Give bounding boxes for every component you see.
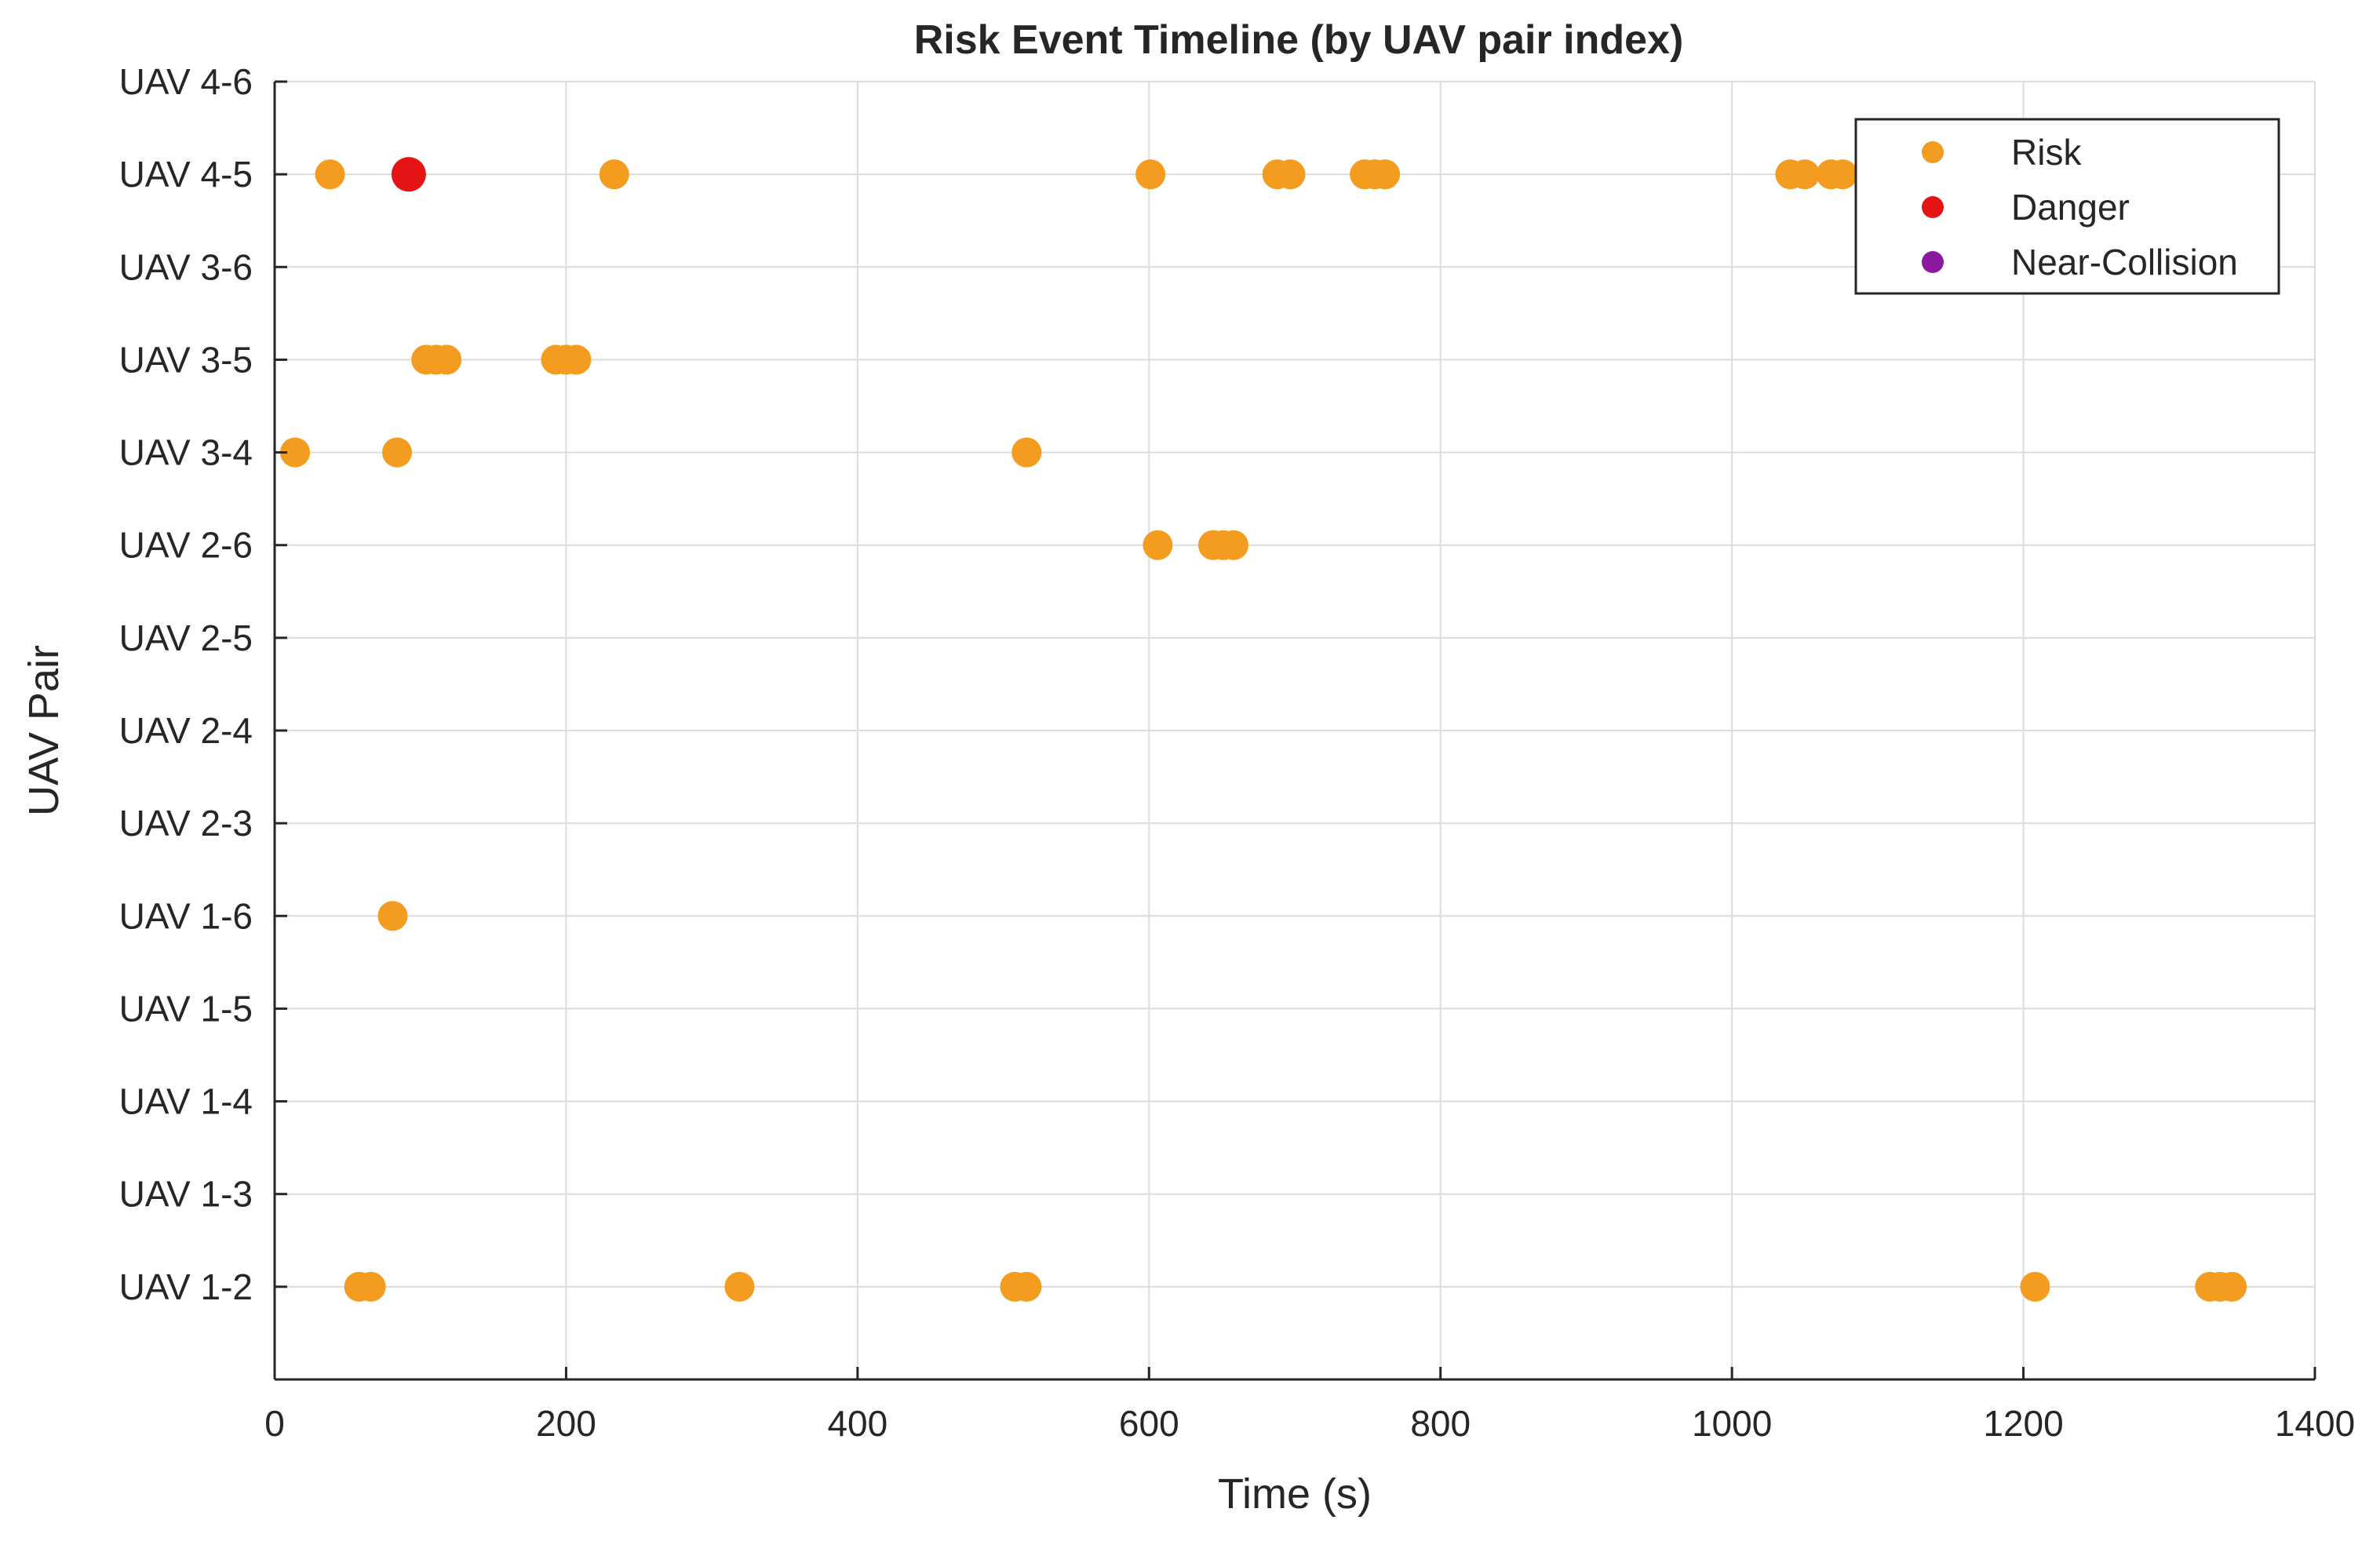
- marker-risk: [377, 901, 408, 931]
- marker-risk: [1370, 159, 1401, 190]
- marker-risk: [382, 437, 412, 468]
- marker-risk: [724, 1271, 755, 1302]
- marker-risk: [280, 437, 310, 468]
- y-tick-label: UAV 1-3: [119, 1174, 253, 1215]
- y-tick-label: UAV 3-5: [119, 339, 253, 380]
- y-tick-label: UAV 4-6: [119, 61, 253, 102]
- x-tick-label: 1400: [2275, 1403, 2355, 1444]
- legend-label: Near-Collision: [2011, 242, 2238, 282]
- marker-risk: [1011, 437, 1042, 468]
- data-markers: [280, 157, 2247, 1302]
- marker-risk: [1219, 530, 1248, 560]
- x-tick-label: 800: [1410, 1403, 1471, 1444]
- legend: Risk Danger Near-Collision: [1854, 118, 2280, 295]
- marker-danger: [391, 157, 426, 192]
- marker-risk: [1135, 159, 1166, 190]
- marker-risk: [1828, 159, 1858, 190]
- y-tick-label: UAV 2-3: [119, 803, 253, 844]
- x-tick-label: 600: [1119, 1403, 1179, 1444]
- y-tick-label: UAV 1-5: [119, 988, 253, 1029]
- marker-risk: [599, 159, 629, 190]
- y-tick-label: UAV 3-6: [119, 246, 253, 287]
- chart-title: Risk Event Timeline (by UAV pair index): [914, 17, 1684, 63]
- x-tick-label: 1200: [1983, 1403, 2063, 1444]
- marker-risk: [355, 1271, 386, 1302]
- x-tick-label: 0: [264, 1403, 285, 1444]
- marker-risk: [1011, 1271, 1042, 1302]
- y-tick-label: UAV 1-4: [119, 1081, 253, 1122]
- axes: [273, 80, 2316, 1381]
- y-tick-label: UAV 2-5: [119, 618, 253, 658]
- tick-labels: 0 200 400 600 800 1000 1200 1400 UAV 1-2 UAV 1-3 U…: [119, 61, 2356, 1444]
- legend-marker: [1922, 196, 1944, 218]
- x-tick-label: 400: [827, 1403, 887, 1444]
- legend-marker: [1922, 251, 1944, 273]
- marker-risk: [561, 344, 592, 375]
- legend-label: Risk: [2011, 132, 2082, 173]
- marker-risk: [2217, 1271, 2247, 1302]
- marker-risk: [1790, 159, 1820, 190]
- y-tick-label: UAV 2-6: [119, 525, 253, 566]
- x-axis-label: Time (s): [1218, 1470, 1372, 1518]
- plot-area: [273, 80, 2316, 1381]
- legend-label: Danger: [2011, 187, 2130, 228]
- x-tick-label: 1000: [1692, 1403, 1772, 1444]
- y-tick-label: UAV 1-6: [119, 895, 253, 936]
- marker-risk: [2020, 1271, 2050, 1302]
- y-tick-label: UAV 3-4: [119, 432, 253, 473]
- marker-risk: [1275, 159, 1306, 190]
- marker-risk: [315, 159, 345, 190]
- x-tick-label: 200: [536, 1403, 596, 1444]
- y-axis-label: UAV Pair: [20, 645, 67, 816]
- marker-risk: [1143, 530, 1173, 560]
- y-tick-label: UAV 1-2: [119, 1266, 253, 1307]
- y-tick-label: UAV 2-4: [119, 710, 253, 751]
- legend-marker: [1922, 141, 1944, 163]
- marker-risk: [432, 344, 462, 375]
- y-tick-label: UAV 4-5: [119, 154, 253, 195]
